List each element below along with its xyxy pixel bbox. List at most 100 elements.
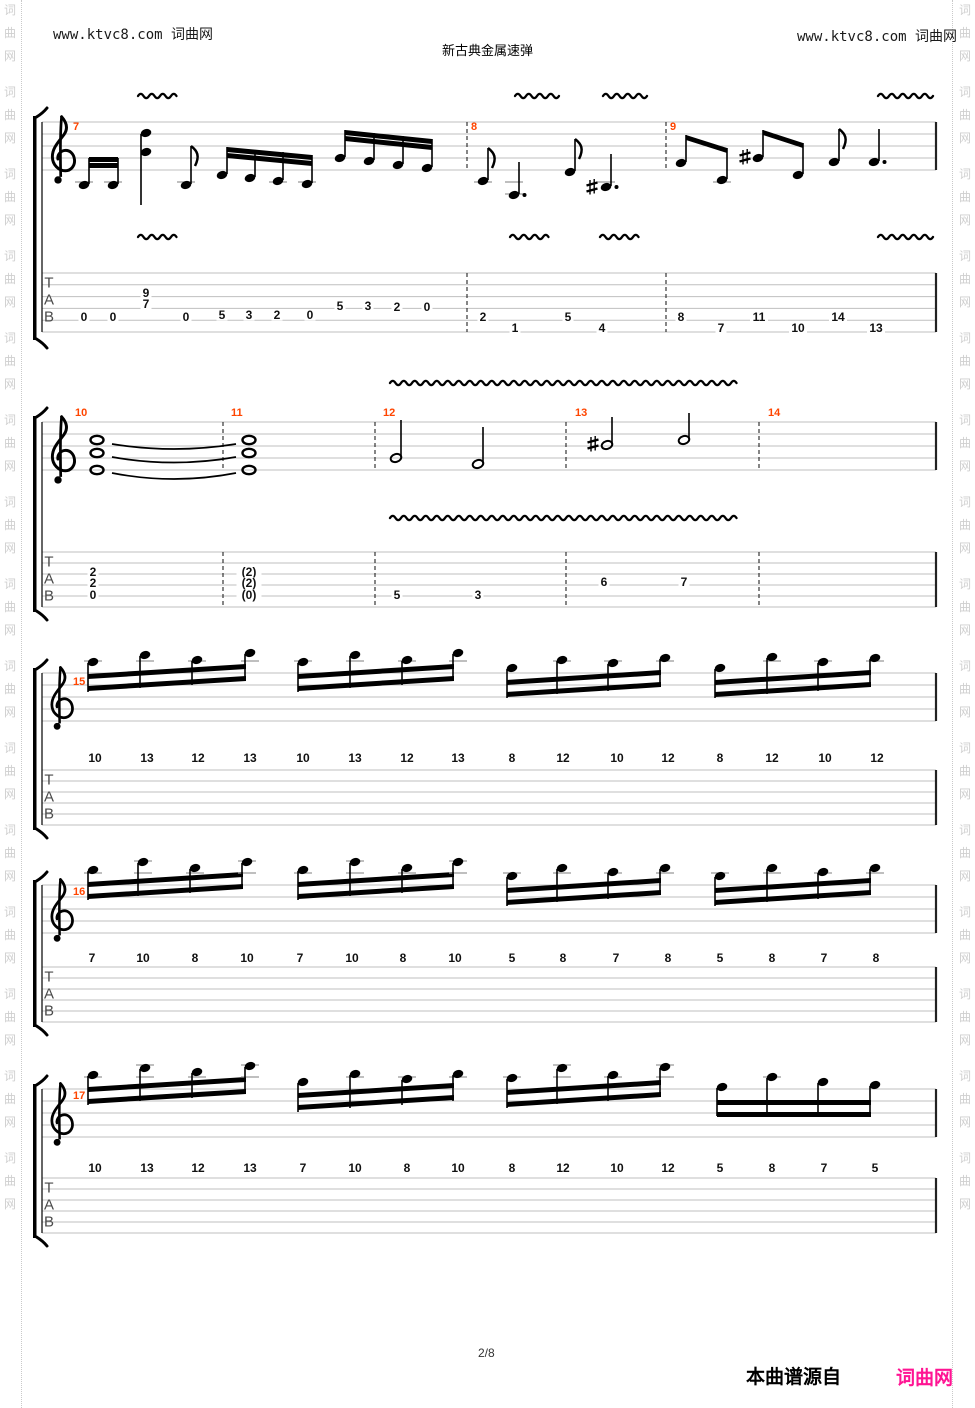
whole-note-head (241, 464, 257, 476)
tab-fret-number: (2) (242, 565, 257, 579)
beam (345, 130, 432, 144)
note-head (137, 857, 149, 867)
watermark-char: 网 (3, 787, 16, 801)
sharp-sign (587, 438, 599, 444)
tab-fret-number: 12 (191, 1161, 205, 1175)
tab-number-bg (189, 752, 207, 764)
tab-number-bg (766, 952, 778, 964)
eighth-flag (838, 128, 847, 150)
beam (717, 1100, 871, 1105)
note-head (716, 175, 728, 185)
tab-fret-number: 5 (509, 951, 516, 965)
watermark-char: 词 (3, 987, 16, 1001)
tab-fret-number: 13 (451, 751, 465, 765)
tab-number-bg (816, 752, 834, 764)
watermark-group: 词曲网 (1, 414, 19, 472)
tab-number-bg (506, 1162, 518, 1174)
note-head (363, 156, 375, 166)
vibrato-squiggle (601, 92, 649, 100)
note-head (659, 1062, 671, 1072)
eighth-flag (190, 145, 199, 167)
tab-fret-number: 7 (89, 951, 96, 965)
clef-bulb (53, 934, 61, 942)
note-head (241, 857, 253, 867)
tab-fret-number: 8 (665, 951, 672, 965)
watermark-char: 曲 (958, 108, 971, 122)
note-head (297, 1077, 309, 1087)
tab-fret-number: 8 (717, 751, 724, 765)
watermark-char: 词 (3, 331, 16, 345)
clef-bulb (54, 176, 62, 184)
watermark-char: 曲 (958, 190, 971, 204)
tab-fret-number: 8 (769, 951, 776, 965)
bracket-hook-top (35, 406, 49, 419)
bracket-hook-top (35, 1074, 49, 1087)
bracket-hook-top (35, 658, 49, 671)
whole-note-head (89, 464, 105, 476)
note-head (349, 857, 361, 867)
tab-fret-number: 12 (191, 751, 205, 765)
tab-number-bg (818, 952, 830, 964)
tab-fret-number: 10 (348, 1161, 362, 1175)
sharp-sign (586, 181, 598, 187)
clef-stem (58, 879, 62, 936)
vibrato-squiggle (136, 92, 178, 100)
tab-number-bg (241, 752, 259, 764)
watermark-char: 词 (958, 331, 971, 345)
beam (89, 163, 118, 168)
right-watermark-column: 词曲网词曲网词曲网词曲网词曲网词曲网词曲网词曲网词曲网词曲网词曲网词曲网词曲网词… (956, 4, 974, 1234)
beam (298, 1083, 454, 1098)
note-head (817, 657, 829, 667)
beam (88, 884, 243, 899)
tab-number-bg (608, 752, 626, 764)
watermark-group: 词曲网 (956, 824, 974, 882)
watermark-group: 词曲网 (956, 414, 974, 472)
tab-fret-number: 8 (873, 951, 880, 965)
note-head (766, 863, 778, 873)
tab-number-bg (401, 1162, 413, 1174)
beam (298, 676, 454, 691)
tab-fret-number: 3 (246, 308, 253, 322)
watermark-char: 网 (3, 541, 16, 555)
tab-number-bg (714, 752, 726, 764)
note-head (349, 1069, 361, 1079)
clef-curl (50, 115, 76, 173)
beam (686, 135, 727, 153)
note-head (752, 153, 764, 163)
watermark-char: 曲 (958, 518, 971, 532)
watermark-char: 网 (3, 951, 16, 965)
vibrato-squiggle (598, 233, 640, 241)
watermark-char: 词 (3, 85, 16, 99)
beam (89, 157, 118, 162)
source-site-link[interactable]: 词曲网 (896, 1368, 954, 1389)
site-url-left: www.ktvc8.com 词曲网 (53, 27, 214, 43)
tab-fret-number: 13 (243, 1161, 257, 1175)
tab-number-bg (236, 589, 262, 601)
watermark-char: 曲 (3, 1010, 16, 1024)
tab-number-bg (868, 752, 886, 764)
watermark-group: 词曲网 (956, 578, 974, 636)
note-head (189, 863, 201, 873)
tab-fret-number: 0 (424, 300, 431, 314)
tab-fret-number: 5 (565, 310, 572, 324)
watermark-char: 网 (958, 1115, 971, 1129)
tab-fret-number: 2 (90, 565, 97, 579)
tab-fret-number: 7 (143, 297, 150, 311)
tab-number-bg (334, 300, 346, 312)
watermark-group: 词曲网 (956, 1152, 974, 1210)
tab-number-bg (346, 1162, 364, 1174)
clef-stem (58, 667, 62, 724)
sharp-sign (586, 187, 598, 193)
tab-fret-number: 5 (337, 299, 344, 313)
watermark-char: 词 (3, 167, 16, 181)
tab-number-bg (829, 311, 847, 323)
tab-number-bg (238, 952, 256, 964)
note-head (401, 655, 413, 665)
note-head (139, 1063, 151, 1073)
measure-number: 11 (231, 407, 243, 419)
watermark-char: 网 (958, 951, 971, 965)
tab-number-bg (78, 311, 90, 323)
watermark-char: 词 (3, 577, 16, 591)
note-head (87, 865, 99, 875)
